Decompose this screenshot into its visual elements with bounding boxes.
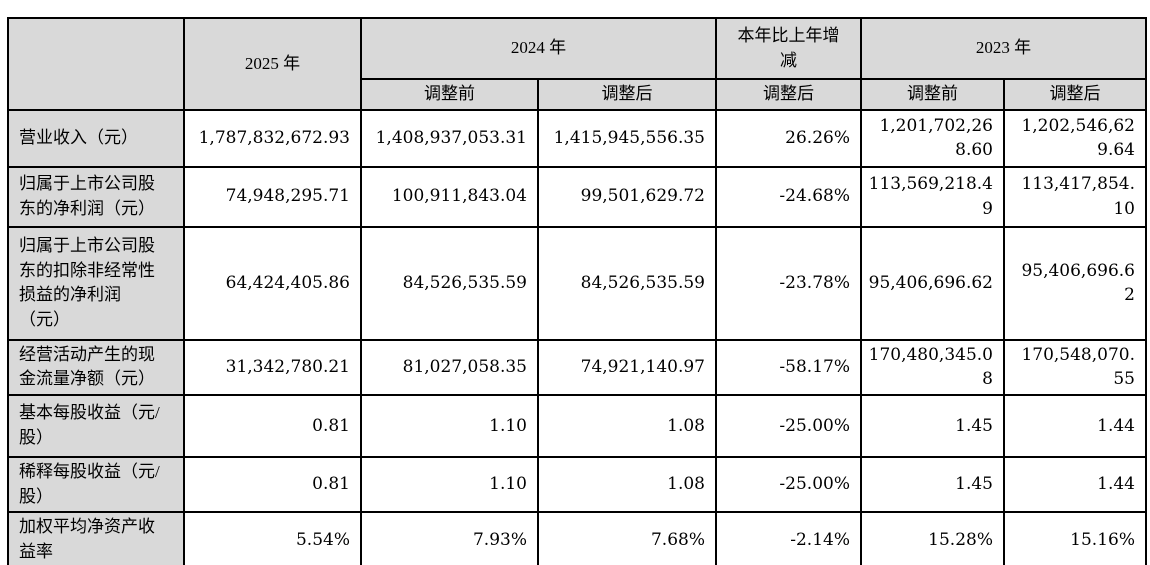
cell-2023-pre: 170,480,345.08 (860, 338, 1005, 396)
table-row-operating-cash-flow: 经营活动产生的现金流量净额（元） 31,342,780.21 81,027,05… (7, 338, 1147, 396)
header-row-years: 2025 年 2024 年 本年比上年增减 2023 年 (7, 17, 1147, 111)
table-row-net-profit: 归属于上市公司股东的净利润（元） 74,948,295.71 100,911,8… (7, 165, 1147, 228)
cell-2024-post: 84,526,535.59 (537, 225, 717, 341)
cell-2023-post: 1.44 (1003, 455, 1147, 514)
cell-2024-pre: 1.10 (360, 455, 539, 514)
row-label: 经营活动产生的现金流量净额（元） (7, 338, 185, 396)
cell-change: -25.00% (715, 393, 862, 458)
cell-2023-pre: 113,569,218.49 (860, 165, 1005, 228)
cell-2023-post: 170,548,070.55 (1003, 338, 1147, 396)
cell-2024-post: 99,501,629.72 (537, 165, 717, 228)
table-row-weighted-avg-roe: 加权平均净资产收益率 5.54% 7.93% 7.68% -2.14% 15.2… (7, 511, 1147, 565)
cell-2023-pre: 1.45 (860, 393, 1005, 458)
header-2023-pre: 调整前 (860, 78, 1005, 111)
cell-2025: 31,342,780.21 (183, 338, 362, 396)
header-blank-cell (7, 17, 185, 111)
cell-2025: 5.54% (183, 511, 362, 565)
financial-summary-table: 2025 年 2024 年 本年比上年增减 2023 年 调整前 调整后 调整后… (7, 17, 1147, 565)
cell-2024-post: 7.68% (537, 511, 717, 565)
cell-2025: 0.81 (183, 393, 362, 458)
cell-change: 26.26% (715, 108, 862, 168)
header-row-adjust: 调整前 调整后 调整后 调整前 调整后 (8, 78, 1147, 111)
cell-change: -2.14% (715, 511, 862, 565)
header-2024-pre: 调整前 (360, 78, 539, 111)
cell-2024-pre: 1.10 (360, 393, 539, 458)
cell-2023-pre: 1,201,702,268.60 (860, 108, 1005, 168)
table-row-revenue: 营业收入（元） 1,787,832,672.93 1,408,937,053.3… (7, 108, 1147, 168)
table-row-basic-eps: 基本每股收益（元/股） 0.81 1.10 1.08 -25.00% 1.45 … (7, 393, 1147, 458)
cell-change: -23.78% (715, 225, 862, 341)
cell-2023-post: 1,202,546,629.64 (1003, 108, 1147, 168)
header-2023-post: 调整后 (1003, 78, 1147, 111)
cell-2024-pre: 7.93% (360, 511, 539, 565)
cell-2023-post: 15.16% (1003, 511, 1147, 565)
header-change: 本年比上年增减 (715, 17, 862, 80)
cell-2024-post: 1,415,945,556.35 (537, 108, 717, 168)
cell-2025: 64,424,405.86 (183, 225, 362, 341)
row-label: 稀释每股收益（元/股） (7, 455, 185, 514)
header-2024: 2024 年 (360, 17, 717, 80)
cell-2023-post: 1.44 (1003, 393, 1147, 458)
cell-2025: 0.81 (183, 455, 362, 514)
header-change-post: 调整后 (715, 78, 862, 111)
header-2023: 2023 年 (860, 17, 1147, 80)
cell-2023-pre: 15.28% (860, 511, 1005, 565)
header-2025: 2025 年 (183, 17, 362, 111)
table-row-diluted-eps: 稀释每股收益（元/股） 0.81 1.10 1.08 -25.00% 1.45 … (7, 455, 1147, 514)
cell-2023-post: 113,417,854.10 (1003, 165, 1147, 228)
cell-change: -25.00% (715, 455, 862, 514)
cell-2023-post: 95,406,696.62 (1003, 225, 1147, 341)
cell-2025: 74,948,295.71 (183, 165, 362, 228)
cell-2024-post: 1.08 (537, 393, 717, 458)
cell-2024-pre: 84,526,535.59 (360, 225, 539, 341)
header-2024-post: 调整后 (537, 78, 717, 111)
cell-2024-pre: 1,408,937,053.31 (360, 108, 539, 168)
row-label: 加权平均净资产收益率 (7, 511, 185, 565)
cell-change: -24.68% (715, 165, 862, 228)
cell-2023-pre: 95,406,696.62 (860, 225, 1005, 341)
cell-2024-post: 1.08 (537, 455, 717, 514)
row-label: 基本每股收益（元/股） (7, 393, 185, 458)
row-label: 营业收入（元） (7, 108, 185, 168)
cell-2024-pre: 100,911,843.04 (360, 165, 539, 228)
cell-2024-pre: 81,027,058.35 (360, 338, 539, 396)
cell-2023-pre: 1.45 (860, 455, 1005, 514)
cell-change: -58.17% (715, 338, 862, 396)
table-row-net-profit-excl-nonrecurring: 归属于上市公司股东的扣除非经常性损益的净利润（元） 64,424,405.86 … (7, 225, 1147, 341)
row-label: 归属于上市公司股东的净利润（元） (7, 165, 185, 228)
cell-2024-post: 74,921,140.97 (537, 338, 717, 396)
row-label: 归属于上市公司股东的扣除非经常性损益的净利润（元） (7, 225, 185, 341)
cell-2025: 1,787,832,672.93 (183, 108, 362, 168)
